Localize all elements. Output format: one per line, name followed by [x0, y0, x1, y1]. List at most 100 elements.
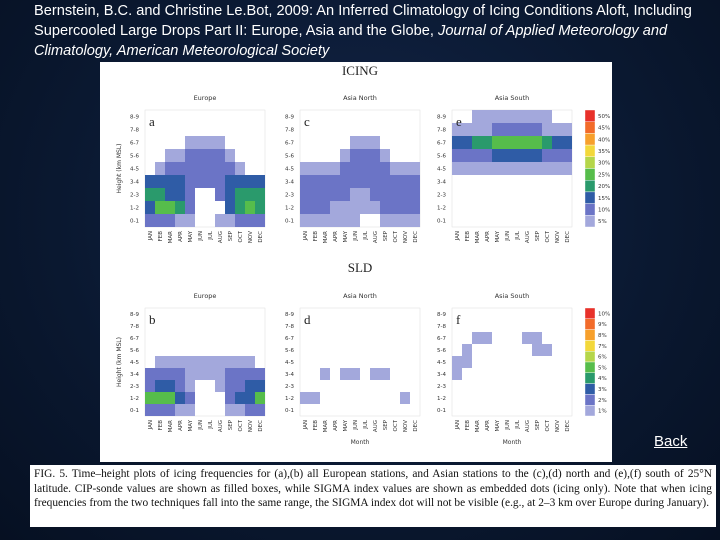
- y-tick-label: 2-3: [285, 384, 294, 390]
- x-tick-label: AUG: [218, 231, 224, 243]
- x-tick-label: AUG: [218, 420, 224, 432]
- y-tick-label: 2-3: [437, 193, 446, 199]
- x-tick-label: JAN: [148, 231, 154, 241]
- heat-cell: [472, 136, 482, 149]
- heat-cell: [185, 175, 195, 188]
- colorbar-swatch: [584, 372, 596, 384]
- panel-frame: [144, 307, 266, 417]
- heat-cell: [360, 162, 370, 175]
- panel-letter: e: [456, 114, 462, 129]
- panel-letter: b: [149, 312, 156, 327]
- heat-cell: [145, 368, 155, 380]
- x-tick-label: DEC: [413, 420, 419, 432]
- heat-cell: [155, 162, 165, 175]
- y-tick-label: 2-3: [285, 193, 294, 199]
- heat-cell: [195, 356, 205, 368]
- x-tick-label: JUN: [353, 231, 359, 242]
- heat-cell: [330, 214, 340, 227]
- heat-cell: [145, 201, 155, 214]
- heat-cell: [155, 201, 165, 214]
- heat-cell: [370, 136, 380, 149]
- y-tick-label: 2-3: [130, 384, 139, 390]
- x-tick-label: SEP: [228, 419, 234, 430]
- heat-cell: [552, 123, 562, 136]
- x-tick-label: JUN: [505, 231, 511, 242]
- heat-cell: [195, 175, 205, 188]
- heat-cell: [145, 392, 155, 404]
- heat-cell: [542, 136, 552, 149]
- x-tick-label: JUL: [208, 419, 214, 430]
- figure-svg: ICING SLD 50% 45% 40% 35% 30% 25% 20% 15% 10% 5% 1…: [116, 63, 610, 446]
- y-tick-label: 0-1: [130, 408, 139, 414]
- heat-cell: [205, 175, 215, 188]
- y-tick-label: 1-2: [437, 206, 446, 212]
- colorbar-label: 50%: [598, 114, 610, 120]
- colorbar-label: 1%: [598, 409, 607, 415]
- heat-cell: [552, 149, 562, 162]
- heat-cell: [542, 110, 552, 123]
- heat-cell: [532, 149, 542, 162]
- y-tick-label: 6-7: [285, 336, 294, 342]
- heat-cell: [562, 149, 572, 162]
- heat-cell: [370, 201, 380, 214]
- panel-frame: [299, 307, 421, 417]
- x-tick-label: APR: [485, 231, 491, 242]
- heat-cell: [225, 214, 235, 227]
- heat-cell: [532, 332, 542, 344]
- x-tick-label: MAY: [495, 230, 501, 242]
- heat-cell: [300, 214, 310, 227]
- heat-cell: [245, 201, 255, 214]
- heat-cell: [155, 356, 165, 368]
- x-tick-label: APR: [485, 420, 491, 431]
- x-tick-label: MAY: [188, 419, 194, 431]
- heat-cell: [492, 123, 502, 136]
- heat-cell: [462, 123, 472, 136]
- y-tick-label: 8-9: [130, 115, 139, 121]
- heat-cell: [225, 175, 235, 188]
- heat-cell: [205, 149, 215, 162]
- heat-cell: [492, 162, 502, 175]
- heat-cell: [145, 404, 155, 416]
- heat-cell: [452, 368, 462, 380]
- heat-cell: [310, 214, 320, 227]
- heat-cell: [472, 332, 482, 344]
- heat-cell: [235, 368, 245, 380]
- heat-cell: [195, 368, 205, 380]
- heat-cell: [235, 162, 245, 175]
- colorbar-swatch: [584, 179, 596, 193]
- heat-cell: [400, 392, 410, 404]
- heat-cell: [215, 368, 225, 380]
- heat-cell: [185, 380, 195, 392]
- y-tick-label: 5-6: [130, 154, 139, 160]
- y-tick-label: 6-7: [130, 336, 139, 342]
- heat-cell: [255, 188, 265, 201]
- heat-cell: [482, 332, 492, 344]
- y-tick-label: 0-1: [285, 408, 294, 414]
- heat-cell: [310, 175, 320, 188]
- y-tick-label: 8-9: [285, 312, 294, 318]
- heat-cell: [502, 123, 512, 136]
- x-tick-label: MAY: [343, 230, 349, 242]
- x-tick-label: MAR: [475, 420, 481, 433]
- heat-cell: [245, 380, 255, 392]
- heat-cell: [472, 149, 482, 162]
- y-tick-label: 4-5: [437, 167, 446, 173]
- y-tick-label: 1-2: [130, 206, 139, 212]
- colorbar-label: 10%: [598, 311, 610, 317]
- heat-cell: [165, 214, 175, 227]
- heat-cell: [492, 136, 502, 149]
- colorbar-swatch: [584, 133, 596, 146]
- heat-cell: [175, 175, 185, 188]
- heat-cell: [165, 175, 175, 188]
- heat-cell: [185, 136, 195, 149]
- heat-cell: [205, 356, 215, 368]
- back-link[interactable]: Back: [654, 433, 688, 450]
- x-tick-label: NOV: [555, 420, 561, 432]
- heat-cell: [175, 380, 185, 392]
- colorbar-swatch: [584, 394, 596, 406]
- heat-cell: [145, 214, 155, 227]
- colorbar-swatch: [584, 215, 596, 228]
- citation-text: Bernstein, B.C. and Christine Le.Bot, 20…: [34, 3, 692, 39]
- x-tick-label: DEC: [565, 231, 571, 243]
- heat-cell: [175, 392, 185, 404]
